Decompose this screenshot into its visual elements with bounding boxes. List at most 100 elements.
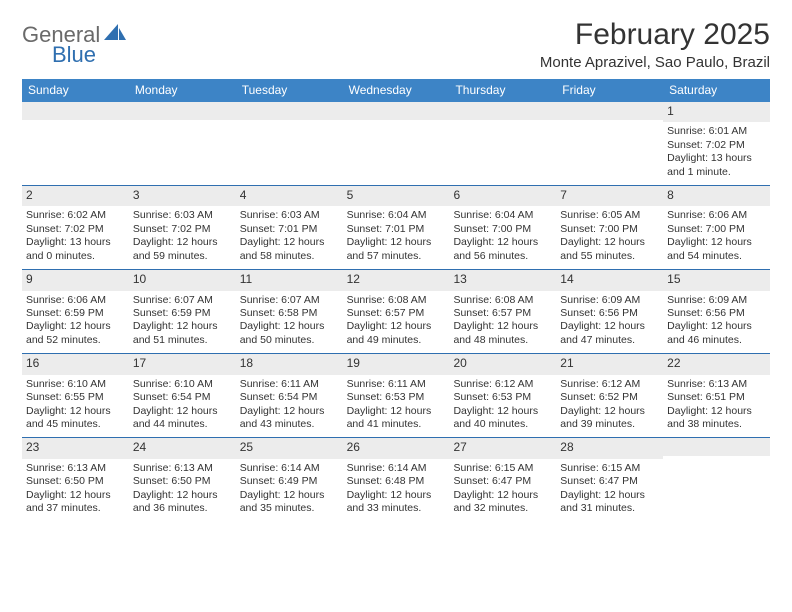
- week-row: 2Sunrise: 6:02 AMSunset: 7:02 PMDaylight…: [22, 186, 770, 270]
- day-number: 22: [663, 354, 770, 374]
- day-l1-text: Daylight: 12 hours: [26, 405, 125, 418]
- day-header: Thursday: [449, 79, 556, 102]
- day-number: 13: [449, 270, 556, 290]
- sunset-text: Sunset: 7:00 PM: [667, 223, 766, 236]
- sunset-text: Sunset: 6:54 PM: [133, 391, 232, 404]
- weeks-container: 1Sunrise: 6:01 AMSunset: 7:02 PMDaylight…: [22, 102, 770, 522]
- week-row: 16Sunrise: 6:10 AMSunset: 6:55 PMDayligh…: [22, 354, 770, 438]
- day-cell: 28Sunrise: 6:15 AMSunset: 6:47 PMDayligh…: [556, 438, 663, 521]
- sunrise-text: Sunrise: 6:10 AM: [26, 378, 125, 391]
- day-l1-text: Daylight: 12 hours: [26, 489, 125, 502]
- day-l2-text: and 45 minutes.: [26, 418, 125, 431]
- day-header-row: Sunday Monday Tuesday Wednesday Thursday…: [22, 79, 770, 102]
- day-cell: 9Sunrise: 6:06 AMSunset: 6:59 PMDaylight…: [22, 270, 129, 353]
- day-l1-text: Daylight: 12 hours: [453, 236, 552, 249]
- day-number: [663, 438, 770, 456]
- day-l1-text: Daylight: 12 hours: [347, 489, 446, 502]
- location: Monte Aprazivel, Sao Paulo, Brazil: [540, 54, 770, 71]
- day-cell: 1Sunrise: 6:01 AMSunset: 7:02 PMDaylight…: [663, 102, 770, 185]
- day-l2-text: and 1 minute.: [667, 166, 766, 179]
- sunset-text: Sunset: 6:56 PM: [667, 307, 766, 320]
- day-cell: 2Sunrise: 6:02 AMSunset: 7:02 PMDaylight…: [22, 186, 129, 269]
- day-l1-text: Daylight: 12 hours: [347, 405, 446, 418]
- day-number: 12: [343, 270, 450, 290]
- day-l1-text: Daylight: 12 hours: [560, 320, 659, 333]
- day-cell: 27Sunrise: 6:15 AMSunset: 6:47 PMDayligh…: [449, 438, 556, 521]
- day-number: 14: [556, 270, 663, 290]
- sunrise-text: Sunrise: 6:12 AM: [560, 378, 659, 391]
- sunset-text: Sunset: 6:48 PM: [347, 475, 446, 488]
- day-l2-text: and 33 minutes.: [347, 502, 446, 515]
- day-l1-text: Daylight: 12 hours: [347, 320, 446, 333]
- sunset-text: Sunset: 7:02 PM: [667, 139, 766, 152]
- day-l2-text: and 57 minutes.: [347, 250, 446, 263]
- day-l2-text: and 54 minutes.: [667, 250, 766, 263]
- sunrise-text: Sunrise: 6:12 AM: [453, 378, 552, 391]
- sunrise-text: Sunrise: 6:06 AM: [667, 209, 766, 222]
- day-l1-text: Daylight: 12 hours: [347, 236, 446, 249]
- sunrise-text: Sunrise: 6:14 AM: [347, 462, 446, 475]
- page-title: February 2025: [540, 18, 770, 52]
- day-number: 11: [236, 270, 343, 290]
- day-l1-text: Daylight: 12 hours: [453, 489, 552, 502]
- day-cell: [22, 102, 129, 185]
- sunset-text: Sunset: 6:53 PM: [347, 391, 446, 404]
- sunset-text: Sunset: 7:00 PM: [453, 223, 552, 236]
- sunrise-text: Sunrise: 6:04 AM: [453, 209, 552, 222]
- sunrise-text: Sunrise: 6:13 AM: [26, 462, 125, 475]
- day-l1-text: Daylight: 12 hours: [240, 236, 339, 249]
- day-number: 4: [236, 186, 343, 206]
- week-row: 9Sunrise: 6:06 AMSunset: 6:59 PMDaylight…: [22, 270, 770, 354]
- logo-text: General Blue: [22, 24, 126, 66]
- day-cell: 17Sunrise: 6:10 AMSunset: 6:54 PMDayligh…: [129, 354, 236, 437]
- sunrise-text: Sunrise: 6:01 AM: [667, 125, 766, 138]
- day-cell: [449, 102, 556, 185]
- sunset-text: Sunset: 6:54 PM: [240, 391, 339, 404]
- day-header: Monday: [129, 79, 236, 102]
- sunset-text: Sunset: 7:01 PM: [240, 223, 339, 236]
- day-l2-text: and 44 minutes.: [133, 418, 232, 431]
- day-number: [449, 102, 556, 120]
- sunrise-text: Sunrise: 6:09 AM: [667, 294, 766, 307]
- day-cell: 11Sunrise: 6:07 AMSunset: 6:58 PMDayligh…: [236, 270, 343, 353]
- sunset-text: Sunset: 7:02 PM: [26, 223, 125, 236]
- sunset-text: Sunset: 6:50 PM: [133, 475, 232, 488]
- day-cell: 16 Sunrise: 6:10 AMSunset: 6:55 PMDayligh…: [22, 354, 129, 437]
- day-l2-text: and 40 minutes.: [453, 418, 552, 431]
- sunrise-text: Sunrise: 6:03 AM: [133, 209, 232, 222]
- day-l1-text: Daylight: 12 hours: [240, 320, 339, 333]
- day-cell: 15Sunrise: 6:09 AMSunset: 6:56 PMDayligh…: [663, 270, 770, 353]
- day-cell: 3Sunrise: 6:03 AMSunset: 7:02 PMDaylight…: [129, 186, 236, 269]
- day-l1-text: Daylight: 12 hours: [667, 320, 766, 333]
- day-number: 1: [663, 102, 770, 122]
- day-number: 20: [449, 354, 556, 374]
- sunset-text: Sunset: 6:55 PM: [26, 391, 125, 404]
- day-l1-text: Daylight: 12 hours: [133, 236, 232, 249]
- day-l2-text: and 38 minutes.: [667, 418, 766, 431]
- sunset-text: Sunset: 7:00 PM: [560, 223, 659, 236]
- day-number: 16: [22, 354, 129, 374]
- day-cell: 23Sunrise: 6:13 AMSunset: 6:50 PMDayligh…: [22, 438, 129, 521]
- day-number: 7: [556, 186, 663, 206]
- day-number: 26: [343, 438, 450, 458]
- day-cell: [556, 102, 663, 185]
- day-number: 19: [343, 354, 450, 374]
- day-number: 21: [556, 354, 663, 374]
- day-l2-text: and 48 minutes.: [453, 334, 552, 347]
- day-l2-text: and 52 minutes.: [26, 334, 125, 347]
- day-l2-text: and 43 minutes.: [240, 418, 339, 431]
- sunset-text: Sunset: 6:52 PM: [560, 391, 659, 404]
- day-number: 10: [129, 270, 236, 290]
- logo: General Blue: [22, 24, 126, 66]
- day-l2-text: and 37 minutes.: [26, 502, 125, 515]
- day-l1-text: Daylight: 12 hours: [133, 320, 232, 333]
- sunrise-text: Sunrise: 6:11 AM: [240, 378, 339, 391]
- sunrise-text: Sunrise: 6:07 AM: [133, 294, 232, 307]
- title-block: February 2025 Monte Aprazivel, Sao Paulo…: [540, 18, 770, 71]
- sunset-text: Sunset: 6:47 PM: [560, 475, 659, 488]
- day-number: 27: [449, 438, 556, 458]
- day-l1-text: Daylight: 12 hours: [133, 489, 232, 502]
- sunrise-text: Sunrise: 6:13 AM: [133, 462, 232, 475]
- day-number: [129, 102, 236, 120]
- sunset-text: Sunset: 6:59 PM: [133, 307, 232, 320]
